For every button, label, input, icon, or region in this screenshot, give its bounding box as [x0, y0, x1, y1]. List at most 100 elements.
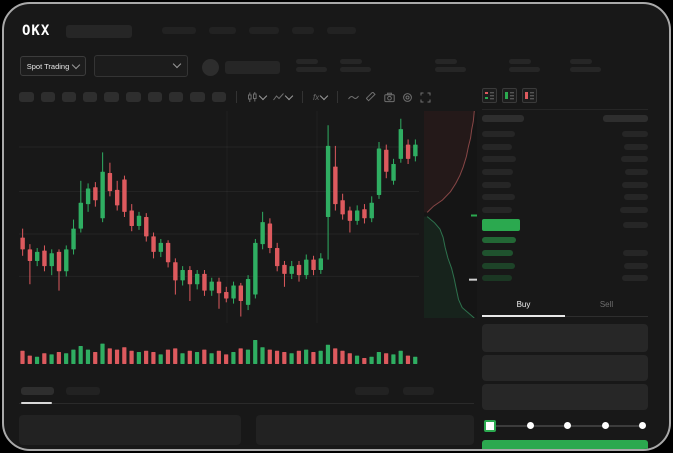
slider-handle[interactable] [484, 419, 496, 432]
camera-icon[interactable] [384, 92, 395, 103]
active-tab-underline [21, 402, 52, 404]
book-combined-icon[interactable] [482, 88, 497, 103]
bid-row [482, 234, 648, 247]
nav-item-skeleton[interactable] [162, 27, 196, 34]
trade-panel: Buy Sell [482, 88, 648, 449]
total-input[interactable] [482, 383, 648, 410]
divider [302, 91, 303, 103]
timeframe-button-skeleton[interactable] [104, 92, 119, 102]
orderbook-asks [482, 128, 648, 216]
stat-label-skeleton [570, 59, 592, 64]
bid-price-bar [482, 275, 512, 282]
market-mode-label: Spot Trading [26, 61, 70, 71]
nav-item-skeleton[interactable] [292, 27, 314, 34]
amount-input[interactable] [482, 354, 648, 381]
ticker-stat-skeleton [435, 59, 466, 72]
buy-sell-tabs: Buy Sell [482, 294, 648, 317]
volume-svg [20, 340, 418, 364]
slider-stop-dot[interactable] [564, 422, 571, 430]
ask-price-skeleton [482, 131, 515, 138]
bid-amount-skeleton [622, 275, 648, 282]
ask-row [482, 153, 648, 166]
active-tab-underline [482, 314, 565, 317]
timeframe-button-skeleton[interactable] [83, 92, 97, 102]
chevron-down-icon [284, 91, 294, 101]
volume-bars[interactable] [19, 337, 419, 364]
fullscreen-icon[interactable] [420, 92, 431, 103]
bid-price-bar [482, 250, 513, 257]
nav-item-skeleton[interactable] [249, 27, 279, 34]
ask-row [482, 204, 648, 217]
timeframe-button-skeleton[interactable] [212, 92, 226, 102]
price-input[interactable] [482, 323, 648, 352]
slider-stop-dot[interactable] [526, 422, 534, 430]
bottom-tab[interactable] [66, 387, 100, 395]
orderbook-view-switch [482, 88, 648, 103]
ask-price-skeleton [482, 194, 515, 201]
draw-icon[interactable] [366, 91, 377, 103]
indicators-fx-icon[interactable]: fx [313, 91, 329, 102]
amount-skeleton [623, 222, 648, 229]
timeframe-button-skeleton[interactable] [190, 92, 205, 102]
divider [482, 109, 648, 110]
book-asks-icon[interactable] [522, 88, 537, 103]
ask-amount-skeleton [620, 206, 648, 213]
chevron-down-icon [72, 60, 81, 70]
timeframe-button-skeleton[interactable] [126, 92, 141, 102]
app-screen: OKX Spot Trading fx [4, 4, 669, 449]
coin-name-skeleton [225, 61, 280, 74]
bid-price-bar [482, 262, 515, 269]
timeframe-button-skeleton[interactable] [148, 92, 162, 102]
chart-style-icon[interactable] [273, 91, 294, 103]
tab-buy[interactable]: Buy [516, 300, 531, 310]
last-price-badge [482, 219, 520, 232]
ask-row [482, 178, 648, 191]
timeframe-button-skeleton[interactable] [41, 92, 55, 102]
price-column-header-skeleton [482, 115, 524, 122]
ask-amount-skeleton [622, 131, 648, 138]
pair-title-skeleton [66, 25, 132, 38]
stat-label-skeleton [340, 59, 362, 64]
ask-price-skeleton [482, 206, 512, 213]
candlestick-chart[interactable] [19, 111, 419, 323]
stat-value-skeleton [296, 67, 327, 72]
ticker-stat-skeleton [509, 59, 540, 72]
depth-chart[interactable] [424, 110, 477, 319]
ask-row [482, 141, 648, 154]
bottom-action-button[interactable] [355, 387, 389, 395]
orderbook-bids [482, 234, 648, 284]
last-price-row [482, 217, 648, 233]
settings-gear-icon[interactable] [402, 92, 413, 103]
timeframe-button-skeleton[interactable] [19, 92, 34, 102]
tab-sell[interactable]: Sell [599, 300, 614, 310]
candles-svg [19, 111, 419, 323]
amount-column-header-skeleton [603, 115, 648, 122]
nav-item-skeleton[interactable] [327, 27, 356, 34]
orderbook-header [482, 115, 648, 122]
bid-row [482, 247, 648, 260]
bottom-action-button[interactable] [403, 387, 434, 395]
amount-slider[interactable] [484, 419, 646, 432]
market-mode-selector[interactable]: Spot Trading [20, 56, 86, 76]
timeframe-button-skeleton[interactable] [62, 92, 76, 102]
stat-label-skeleton [509, 59, 531, 64]
trendline-icon[interactable] [348, 92, 360, 103]
ask-row [482, 128, 648, 141]
ticker-stat-skeleton [340, 59, 371, 72]
pair-selector-dropdown[interactable] [94, 55, 188, 77]
ask-price-skeleton [482, 181, 511, 188]
bottom-panel-right [256, 415, 474, 445]
slider-stop-dot[interactable] [601, 422, 609, 430]
ask-row [482, 166, 648, 179]
stat-value-skeleton [570, 67, 601, 72]
candlestick-icon[interactable] [247, 91, 268, 103]
buy-submit-button[interactable] [482, 439, 648, 449]
okx-logo: OKX [22, 23, 51, 39]
bottom-tab-active[interactable] [21, 387, 54, 395]
nav-item-skeleton[interactable] [209, 27, 236, 34]
book-bids-icon[interactable] [502, 88, 517, 103]
stat-value-skeleton [509, 67, 540, 72]
slider-stop-dot[interactable] [639, 422, 646, 430]
timeframe-button-skeleton[interactable] [169, 92, 183, 102]
ask-amount-skeleton [624, 143, 648, 150]
